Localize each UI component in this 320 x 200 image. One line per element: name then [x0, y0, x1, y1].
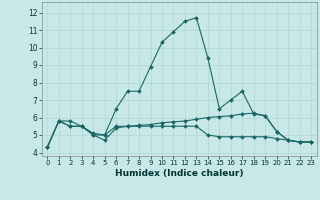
X-axis label: Humidex (Indice chaleur): Humidex (Indice chaleur) — [115, 169, 244, 178]
